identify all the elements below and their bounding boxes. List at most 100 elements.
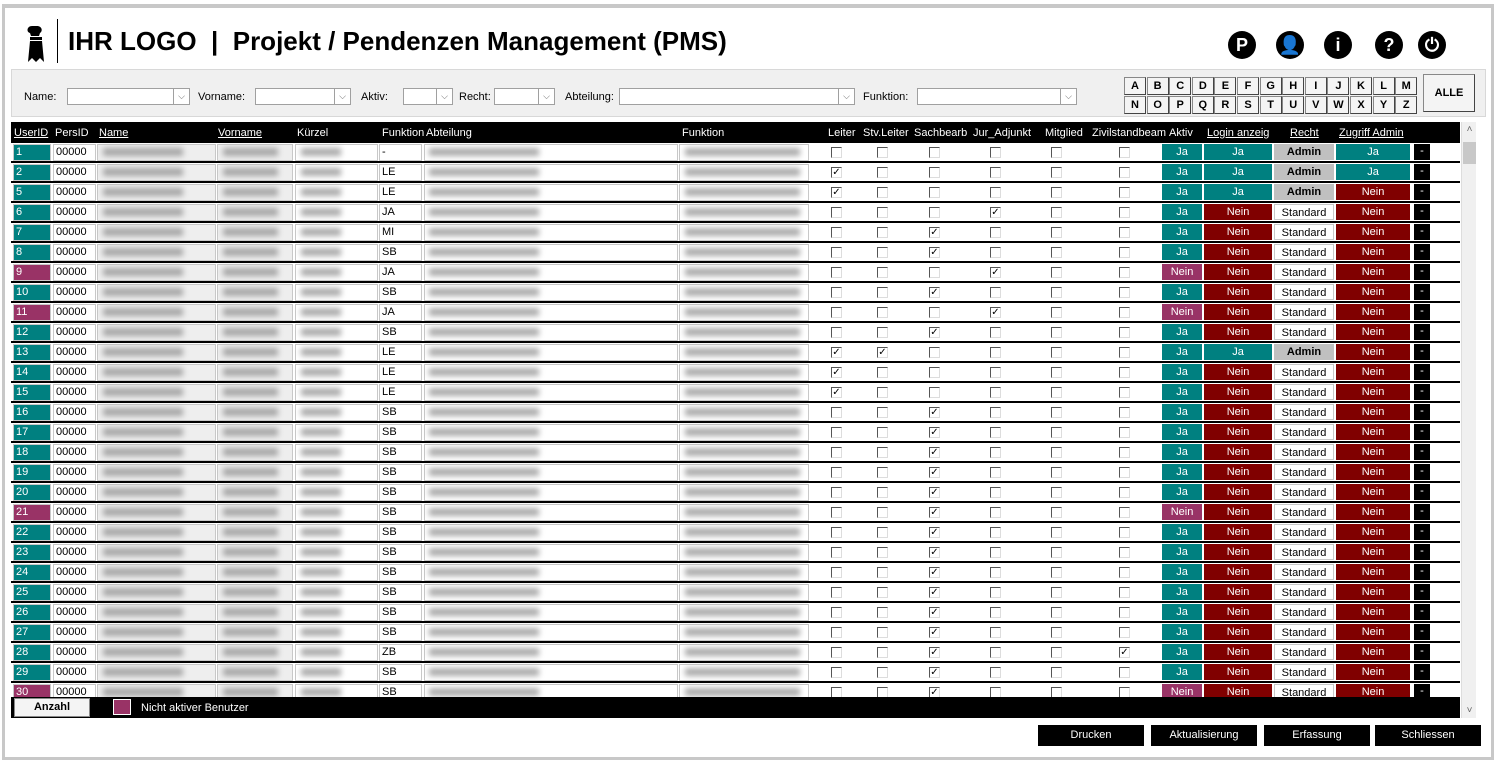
row-action-button[interactable]: - xyxy=(1414,304,1430,320)
letter-button-t[interactable]: T xyxy=(1259,96,1282,114)
login-badge[interactable]: Nein xyxy=(1204,384,1272,400)
aktiv-badge[interactable]: Ja xyxy=(1162,524,1202,540)
role-checkbox[interactable] xyxy=(1119,307,1130,318)
userid-cell[interactable]: 1 xyxy=(13,144,51,161)
role-checkbox[interactable] xyxy=(1051,367,1062,378)
role-checkbox[interactable] xyxy=(877,227,888,238)
recht-badge[interactable]: Standard xyxy=(1274,284,1334,300)
funktion-code-cell[interactable]: ZB xyxy=(379,644,422,661)
userid-cell[interactable]: 19 xyxy=(13,464,51,481)
role-checkbox[interactable] xyxy=(1051,407,1062,418)
role-checkbox[interactable] xyxy=(1051,507,1062,518)
role-checkbox[interactable] xyxy=(1119,287,1130,298)
role-checkbox[interactable] xyxy=(1119,467,1130,478)
role-checkbox[interactable]: ✓ xyxy=(990,207,1001,218)
role-checkbox[interactable] xyxy=(1119,147,1130,158)
recht-badge[interactable]: Admin xyxy=(1274,164,1334,180)
letter-button-o[interactable]: O xyxy=(1146,96,1169,114)
role-checkbox[interactable] xyxy=(990,627,1001,638)
role-checkbox[interactable] xyxy=(929,267,940,278)
recht-badge[interactable]: Standard xyxy=(1274,404,1334,420)
funktion-code-cell[interactable]: SB xyxy=(379,524,422,541)
role-checkbox[interactable] xyxy=(877,467,888,478)
letter-button-s[interactable]: S xyxy=(1237,96,1259,114)
row-action-button[interactable]: - xyxy=(1414,564,1430,580)
zugriff-badge[interactable]: Nein xyxy=(1336,664,1410,680)
role-checkbox[interactable]: ✓ xyxy=(929,647,940,658)
role-checkbox[interactable] xyxy=(831,307,842,318)
userid-cell[interactable]: 12 xyxy=(13,324,51,341)
table-row[interactable]: 2 00000 LE ✓ Ja Ja Admin Ja - xyxy=(11,163,1460,183)
row-action-button[interactable]: - xyxy=(1414,244,1430,260)
funktion-code-cell[interactable]: SB xyxy=(379,244,422,261)
recht-badge[interactable]: Standard xyxy=(1274,604,1334,620)
aktiv-badge[interactable]: Nein xyxy=(1162,684,1202,697)
role-checkbox[interactable]: ✓ xyxy=(929,467,940,478)
funktion-code-cell[interactable]: SB xyxy=(379,604,422,621)
row-action-button[interactable]: - xyxy=(1414,364,1430,380)
userid-cell[interactable]: 28 xyxy=(13,644,51,661)
funktion-code-cell[interactable]: LE xyxy=(379,364,422,381)
erfassung-button[interactable]: Erfassung xyxy=(1264,725,1370,746)
table-row[interactable]: 22 00000 SB ✓ Ja Nein Standard Nein - xyxy=(11,523,1460,543)
zugriff-badge[interactable]: Nein xyxy=(1336,384,1410,400)
login-badge[interactable]: Nein xyxy=(1204,284,1272,300)
role-checkbox[interactable] xyxy=(831,267,842,278)
role-checkbox[interactable]: ✓ xyxy=(929,287,940,298)
role-checkbox[interactable] xyxy=(831,227,842,238)
role-checkbox[interactable] xyxy=(831,567,842,578)
letter-button-r[interactable]: R xyxy=(1214,96,1237,114)
userid-cell[interactable]: 26 xyxy=(13,604,51,621)
role-checkbox[interactable] xyxy=(1051,267,1062,278)
role-checkbox[interactable] xyxy=(1051,147,1062,158)
login-badge[interactable]: Nein xyxy=(1204,604,1272,620)
funktion-code-cell[interactable]: SB xyxy=(379,324,422,341)
role-checkbox[interactable]: ✓ xyxy=(1119,647,1130,658)
funktion-code-cell[interactable]: LE xyxy=(379,344,422,361)
recht-badge[interactable]: Standard xyxy=(1274,664,1334,680)
userid-cell[interactable]: 7 xyxy=(13,224,51,241)
login-badge[interactable]: Nein xyxy=(1204,544,1272,560)
role-checkbox[interactable] xyxy=(1119,607,1130,618)
role-checkbox[interactable] xyxy=(929,347,940,358)
col-name[interactable]: Name xyxy=(99,127,129,139)
role-checkbox[interactable] xyxy=(831,607,842,618)
aktiv-badge[interactable]: Ja xyxy=(1162,484,1202,500)
recht-badge[interactable]: Standard xyxy=(1274,264,1334,280)
aktiv-badge[interactable]: Ja xyxy=(1162,404,1202,420)
funktion-code-cell[interactable]: SB xyxy=(379,564,422,581)
role-checkbox[interactable] xyxy=(1119,567,1130,578)
login-badge[interactable]: Ja xyxy=(1204,144,1272,160)
col-vorname[interactable]: Vorname xyxy=(218,127,263,139)
recht-badge[interactable]: Standard xyxy=(1274,544,1334,560)
role-checkbox[interactable] xyxy=(990,347,1001,358)
userid-cell[interactable]: 10 xyxy=(13,284,51,301)
zugriff-badge[interactable]: Nein xyxy=(1336,304,1410,320)
table-row[interactable]: 30 00000 SB ✓ Nein Nein Standard Nein - xyxy=(11,683,1460,697)
table-row[interactable]: 18 00000 SB ✓ Ja Nein Standard Nein - xyxy=(11,443,1460,463)
recht-badge[interactable]: Standard xyxy=(1274,684,1334,697)
letter-button-j[interactable]: J xyxy=(1327,77,1350,95)
funktion-code-cell[interactable]: SB xyxy=(379,504,422,521)
role-checkbox[interactable] xyxy=(1051,547,1062,558)
userid-cell[interactable]: 2 xyxy=(13,164,51,181)
funktion-code-cell[interactable]: SB xyxy=(379,284,422,301)
funktion-code-cell[interactable]: LE xyxy=(379,384,422,401)
aktiv-badge[interactable]: Ja xyxy=(1162,444,1202,460)
aktiv-badge[interactable]: Ja xyxy=(1162,424,1202,440)
aktiv-badge[interactable]: Nein xyxy=(1162,304,1202,320)
role-checkbox[interactable] xyxy=(990,487,1001,498)
anzahl-button[interactable]: Anzahl xyxy=(14,698,90,717)
table-row[interactable]: 27 00000 SB ✓ Ja Nein Standard Nein - xyxy=(11,623,1460,643)
login-badge[interactable]: Nein xyxy=(1204,564,1272,580)
row-action-button[interactable]: - xyxy=(1414,644,1430,660)
role-checkbox[interactable] xyxy=(877,647,888,658)
letter-button-f[interactable]: F xyxy=(1237,77,1259,95)
table-row[interactable]: 9 00000 JA ✓ Nein Nein Standard Nein - xyxy=(11,263,1460,283)
aktiv-badge[interactable]: Ja xyxy=(1162,664,1202,680)
role-checkbox[interactable] xyxy=(1051,347,1062,358)
role-checkbox[interactable]: ✓ xyxy=(929,547,940,558)
login-badge[interactable]: Nein xyxy=(1204,404,1272,420)
letter-button-m[interactable]: M xyxy=(1395,77,1418,95)
zugriff-badge[interactable]: Nein xyxy=(1336,284,1410,300)
